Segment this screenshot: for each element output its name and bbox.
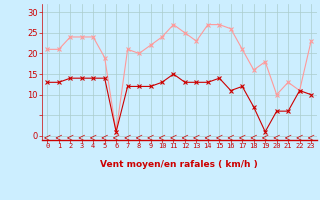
X-axis label: Vent moyen/en rafales ( km/h ): Vent moyen/en rafales ( km/h ) xyxy=(100,160,258,169)
